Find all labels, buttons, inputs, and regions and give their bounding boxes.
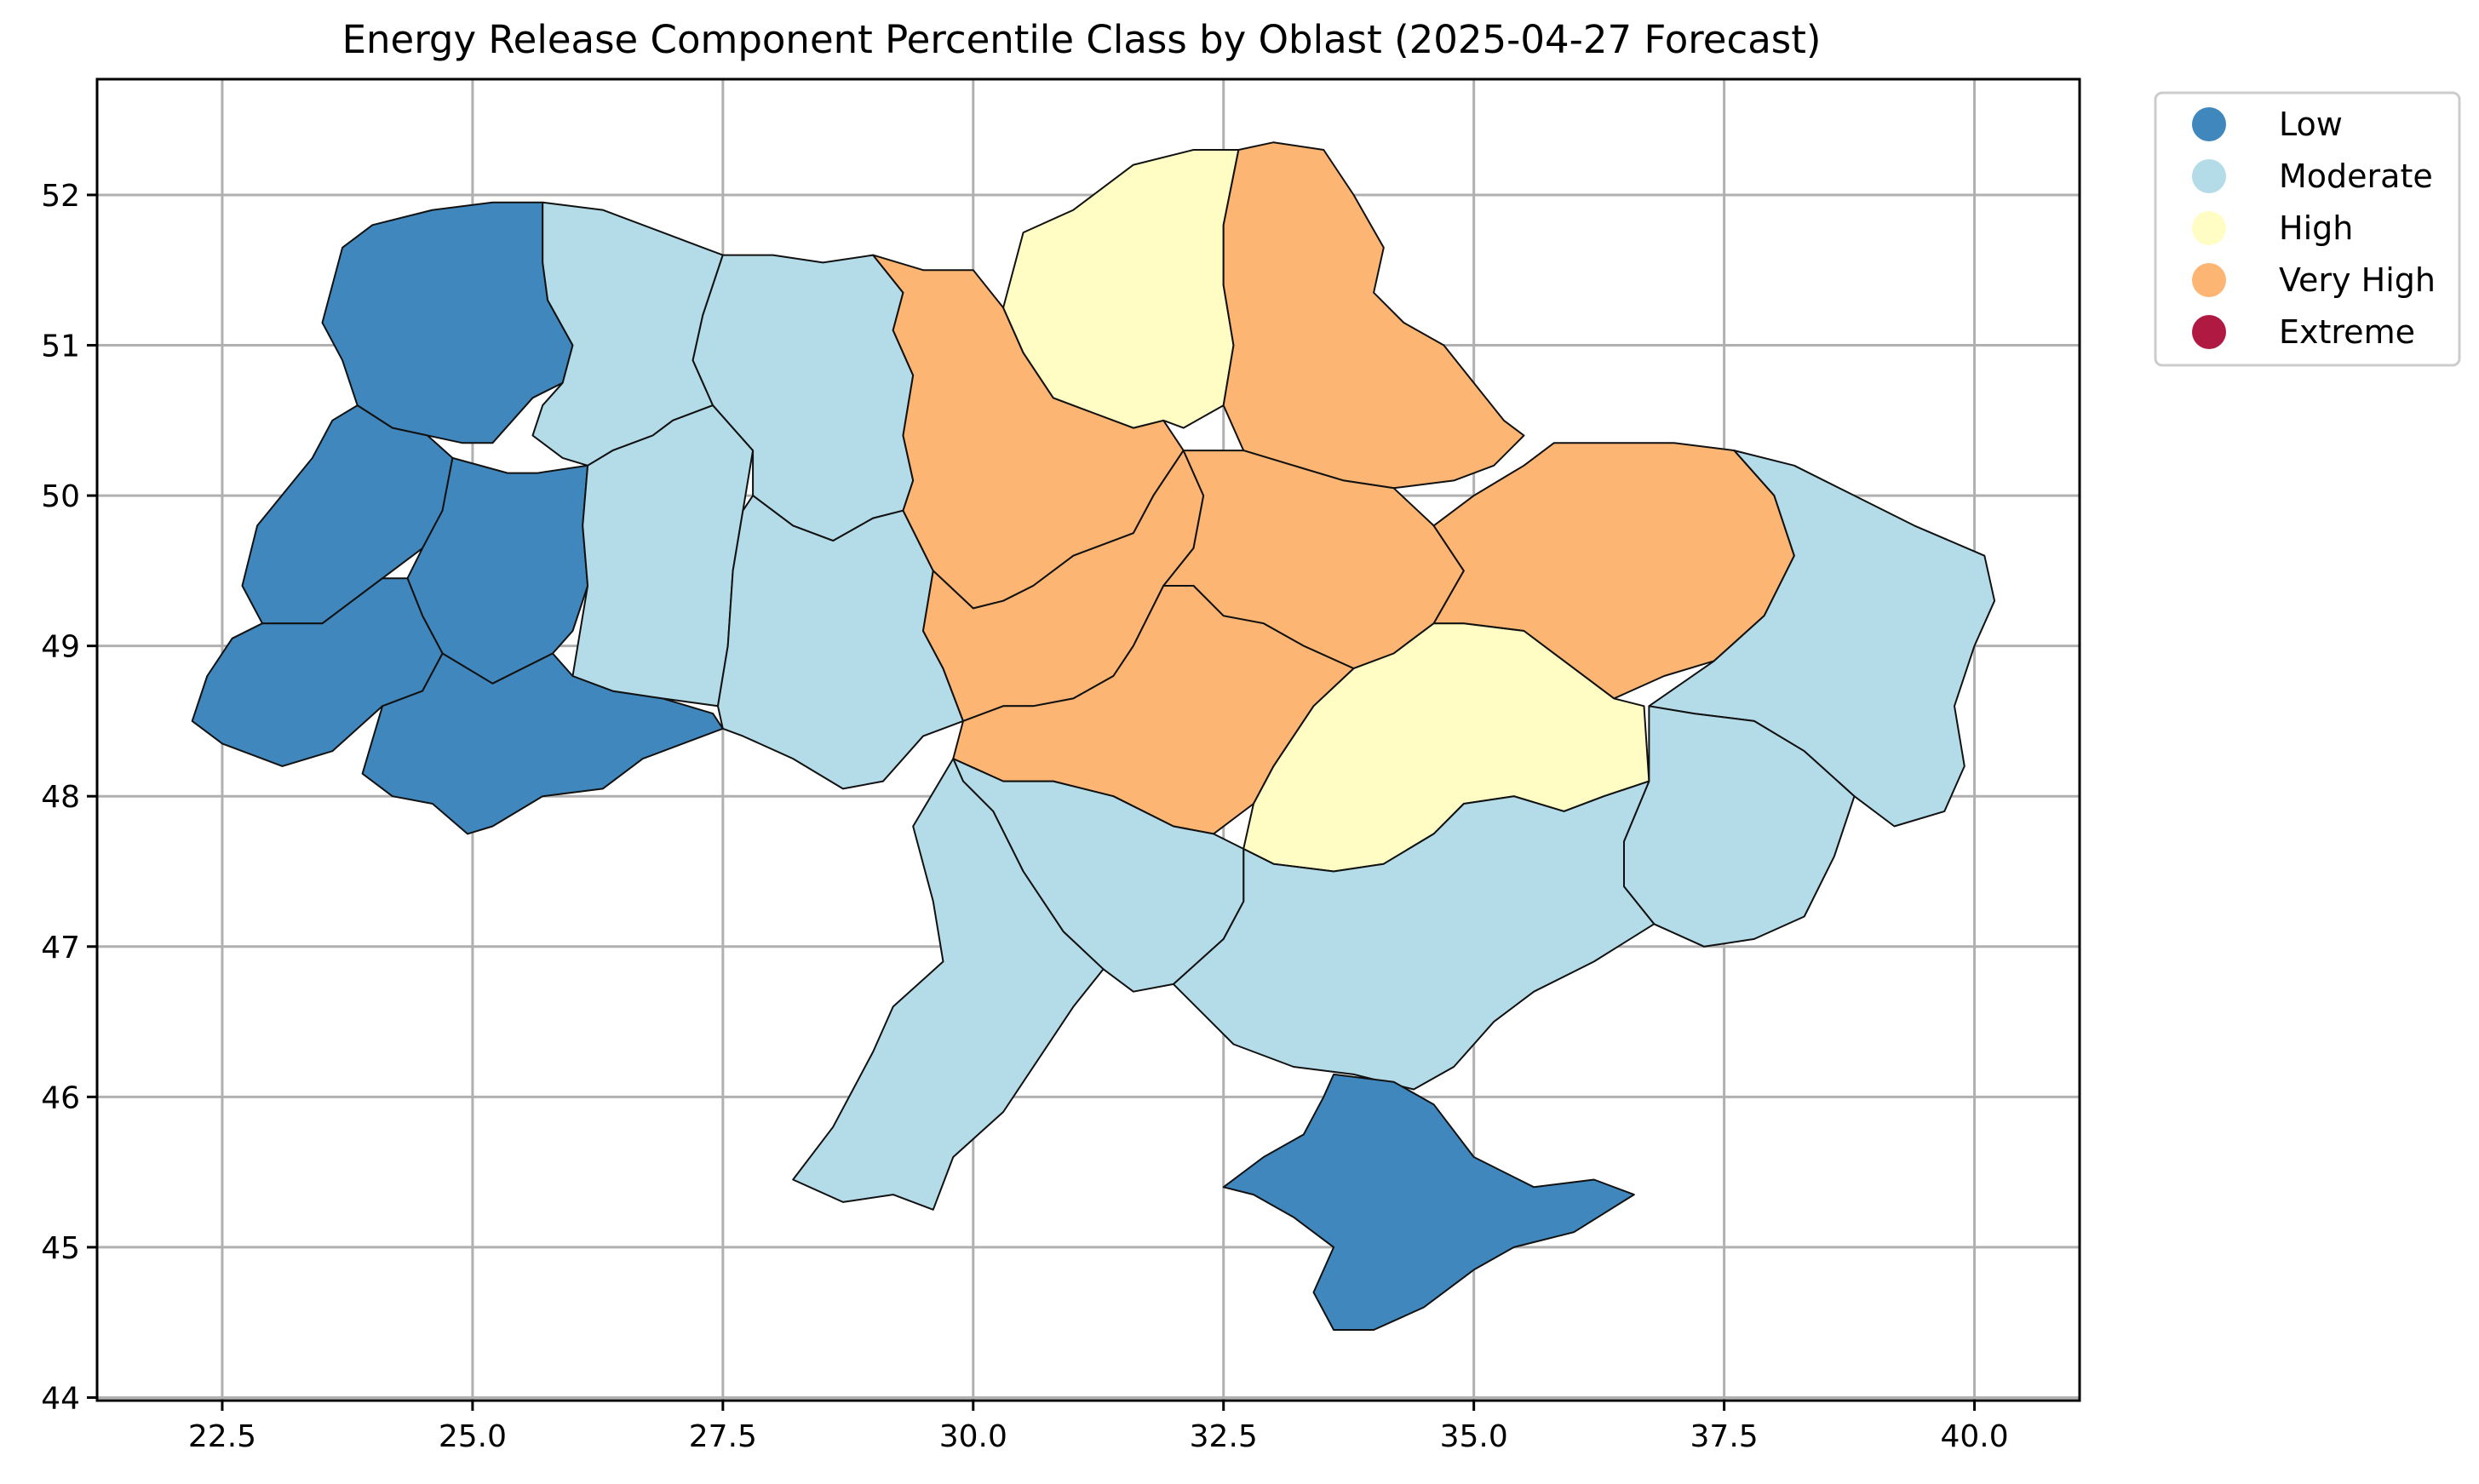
legend-label: High <box>2279 209 2353 247</box>
legend-label: Moderate <box>2279 158 2433 195</box>
y-tick-label: 51 <box>41 329 80 364</box>
y-tick-label: 49 <box>41 630 80 665</box>
x-tick-label: 40.0 <box>1940 1419 2008 1454</box>
oblast-regions <box>191 141 1996 1331</box>
y-tick-label: 50 <box>41 479 80 514</box>
legend-marker <box>2192 107 2226 141</box>
y-tick-label: 44 <box>41 1381 80 1416</box>
oblast-region-22 <box>792 758 1105 1211</box>
x-tick-label: 37.5 <box>1690 1419 1759 1454</box>
legend-marker <box>2192 159 2226 193</box>
x-tick-label: 30.0 <box>939 1419 1007 1454</box>
y-tick-label: 46 <box>41 1080 80 1115</box>
x-tick-label: 27.5 <box>689 1419 757 1454</box>
x-tick-label: 25.0 <box>439 1419 507 1454</box>
oblast-region-18 <box>1648 450 1996 828</box>
oblast-region-9 <box>717 495 964 790</box>
y-tick-label: 47 <box>41 931 80 965</box>
x-tick-label: 32.5 <box>1190 1419 1258 1454</box>
x-axis: 22.5 25.0 27.5 30.0 32.5 35.0 37.5 40.0 <box>188 1401 2009 1454</box>
legend-marker <box>2192 211 2226 245</box>
oblast-region-5 <box>361 652 724 835</box>
legend-box <box>2154 91 2461 367</box>
legend-label: Very High <box>2279 261 2436 299</box>
chart-title: Energy Release Component Percentile Clas… <box>342 17 1822 62</box>
y-tick-label: 45 <box>41 1231 80 1266</box>
legend-label: Low <box>2279 106 2343 143</box>
oblast-region-4 <box>191 577 444 767</box>
y-axis: 44 45 46 47 48 49 50 51 52 <box>41 179 97 1416</box>
plot-frame <box>95 77 2081 1402</box>
x-tick-label: 22.5 <box>188 1419 256 1454</box>
y-tick-label: 52 <box>41 179 80 214</box>
legend: Low Moderate High Very High Extreme <box>2154 91 2461 367</box>
legend-label: Extreme <box>2279 313 2415 351</box>
y-tick-label: 48 <box>41 780 80 815</box>
legend-marker <box>2192 263 2226 297</box>
oblast-region-12 <box>1222 141 1525 490</box>
x-tick-label: 35.0 <box>1440 1419 1508 1454</box>
oblast-region-20 <box>1172 780 1656 1091</box>
legend-marker <box>2192 315 2226 349</box>
oblast-region-23 <box>1222 1073 1635 1331</box>
